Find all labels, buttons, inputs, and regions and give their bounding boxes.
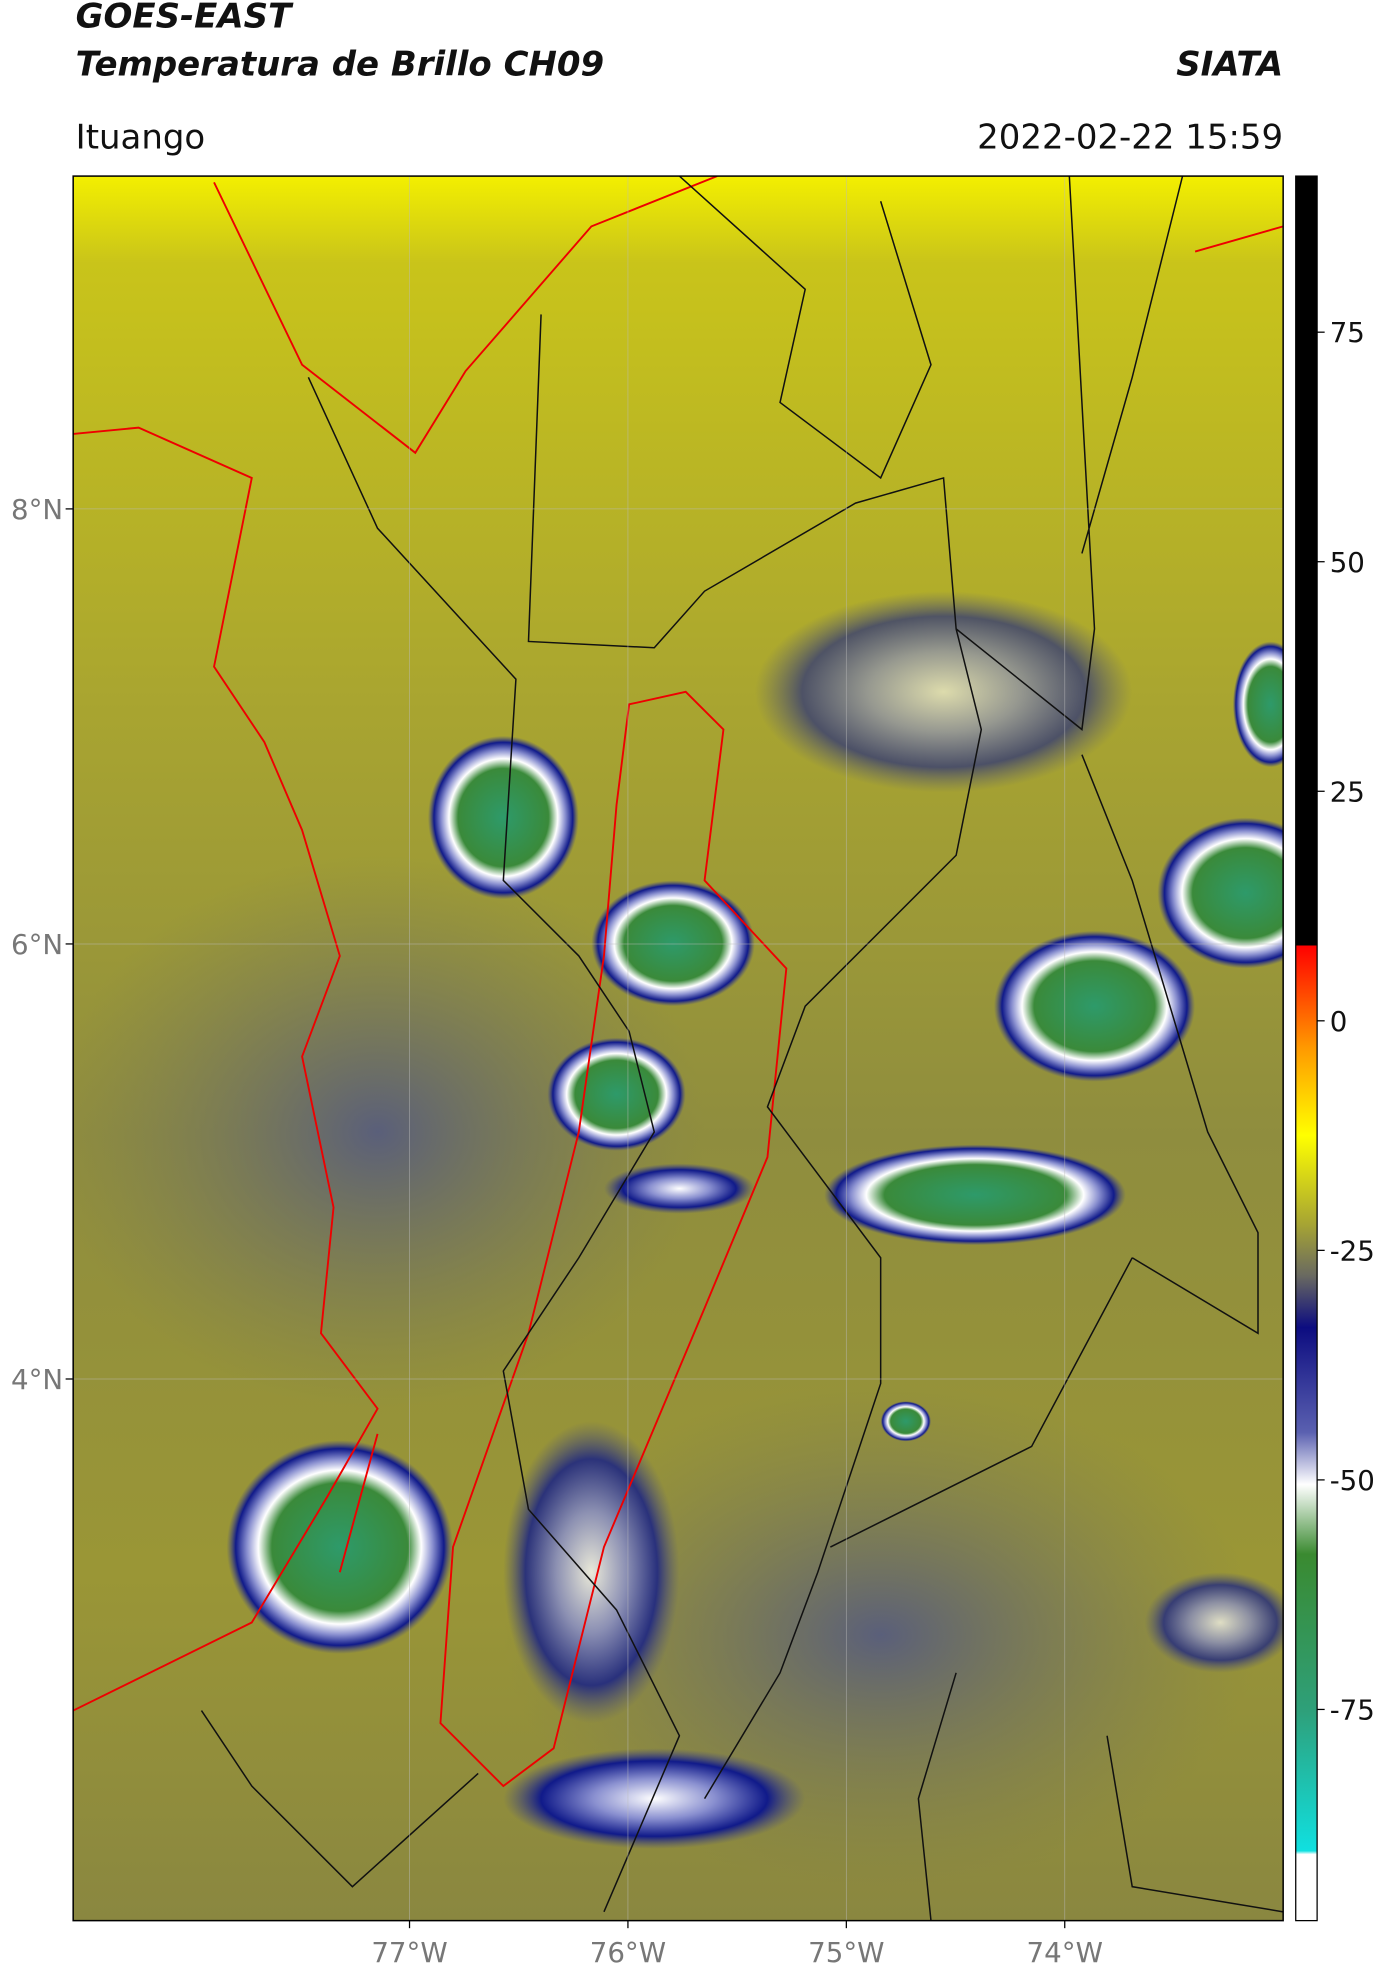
satellite-image — [73, 176, 1284, 1921]
colorbar-tick-label: -50 — [1330, 1464, 1375, 1497]
y-tick-label: 6°N — [11, 928, 63, 961]
colorbar-tick-label: 0 — [1330, 1005, 1348, 1038]
graticule — [73, 176, 1284, 1921]
colorbar-tick-label: 50 — [1330, 546, 1365, 579]
colorbar-tick-label: -75 — [1330, 1694, 1375, 1727]
x-tick-label: 74°W — [1027, 1936, 1103, 1969]
map-frame — [72, 175, 1284, 1922]
agency: SIATA — [1176, 44, 1283, 84]
colorbar — [1295, 175, 1318, 1922]
y-tick-label: 8°N — [11, 493, 63, 526]
x-tick-label: 77°W — [371, 1936, 447, 1969]
y-tick-label: 4°N — [11, 1363, 63, 1396]
x-tick-label: 75°W — [808, 1936, 884, 1969]
colorbar-tick-label: 25 — [1330, 775, 1365, 808]
colorbar-tick-label: -25 — [1330, 1234, 1375, 1267]
colorbar-tick-label: 75 — [1330, 316, 1365, 349]
timestamp: 2022-02-22 15:59 — [977, 117, 1283, 157]
subtitle: Temperatura de Brillo CH09 — [76, 44, 604, 84]
x-tick-label: 76°W — [590, 1936, 666, 1969]
title: GOES-EAST — [76, 0, 294, 37]
region: Ituango — [76, 117, 206, 157]
